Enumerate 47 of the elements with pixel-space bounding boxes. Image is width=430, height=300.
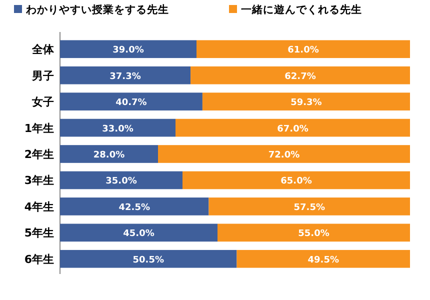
y-tick-label: 1年生 xyxy=(24,122,54,135)
data-label: 40.7% xyxy=(116,98,147,108)
bar xyxy=(236,250,410,268)
data-label: 33.0% xyxy=(102,124,134,134)
y-tick-label: 3年生 xyxy=(24,174,54,188)
y-tick-label: 全体 xyxy=(31,43,55,56)
bar xyxy=(202,92,410,110)
bar xyxy=(158,145,410,163)
data-label: 57.5% xyxy=(294,202,325,213)
bar xyxy=(60,224,218,242)
y-tick-label: 4年生 xyxy=(24,200,54,214)
bar xyxy=(196,40,410,58)
bar xyxy=(190,66,410,84)
data-label: 55.0% xyxy=(298,229,330,240)
data-label: 28.0% xyxy=(93,150,125,160)
data-label: 39.0% xyxy=(112,46,144,56)
data-label: 42.5% xyxy=(118,202,150,213)
y-tick-label: 男子 xyxy=(31,69,54,82)
bar xyxy=(60,40,196,58)
bar xyxy=(218,224,410,242)
data-label: 35.0% xyxy=(106,176,137,187)
data-label: 45.0% xyxy=(123,229,154,240)
bar xyxy=(60,145,158,163)
data-label: 49.5% xyxy=(308,255,339,266)
bar xyxy=(60,66,191,84)
data-label: 37.3% xyxy=(110,72,141,82)
bar xyxy=(60,92,202,110)
y-tick-label: 5年生 xyxy=(24,226,54,240)
data-label: 67.0% xyxy=(277,124,308,134)
data-label: 50.5% xyxy=(132,255,164,266)
data-label: 62.7% xyxy=(284,72,316,82)
bar xyxy=(60,171,182,190)
data-label: 61.0% xyxy=(288,46,319,56)
bar xyxy=(176,118,410,137)
bar xyxy=(60,198,209,216)
legend-label: 一緒に遊んでくれる先生 xyxy=(241,3,362,16)
data-label: 72.0% xyxy=(268,150,300,160)
bar xyxy=(60,118,176,137)
bar xyxy=(60,250,237,268)
y-tick-label: 女子 xyxy=(31,96,54,109)
y-tick-label: 6年生 xyxy=(24,252,54,266)
bar xyxy=(208,198,410,216)
legend-label: わかりやすい授業をする先生 xyxy=(25,3,169,16)
y-tick-label: 2年生 xyxy=(24,148,54,161)
bar xyxy=(182,171,410,190)
data-label: 65.0% xyxy=(280,176,312,187)
data-label: 59.3% xyxy=(290,98,322,108)
